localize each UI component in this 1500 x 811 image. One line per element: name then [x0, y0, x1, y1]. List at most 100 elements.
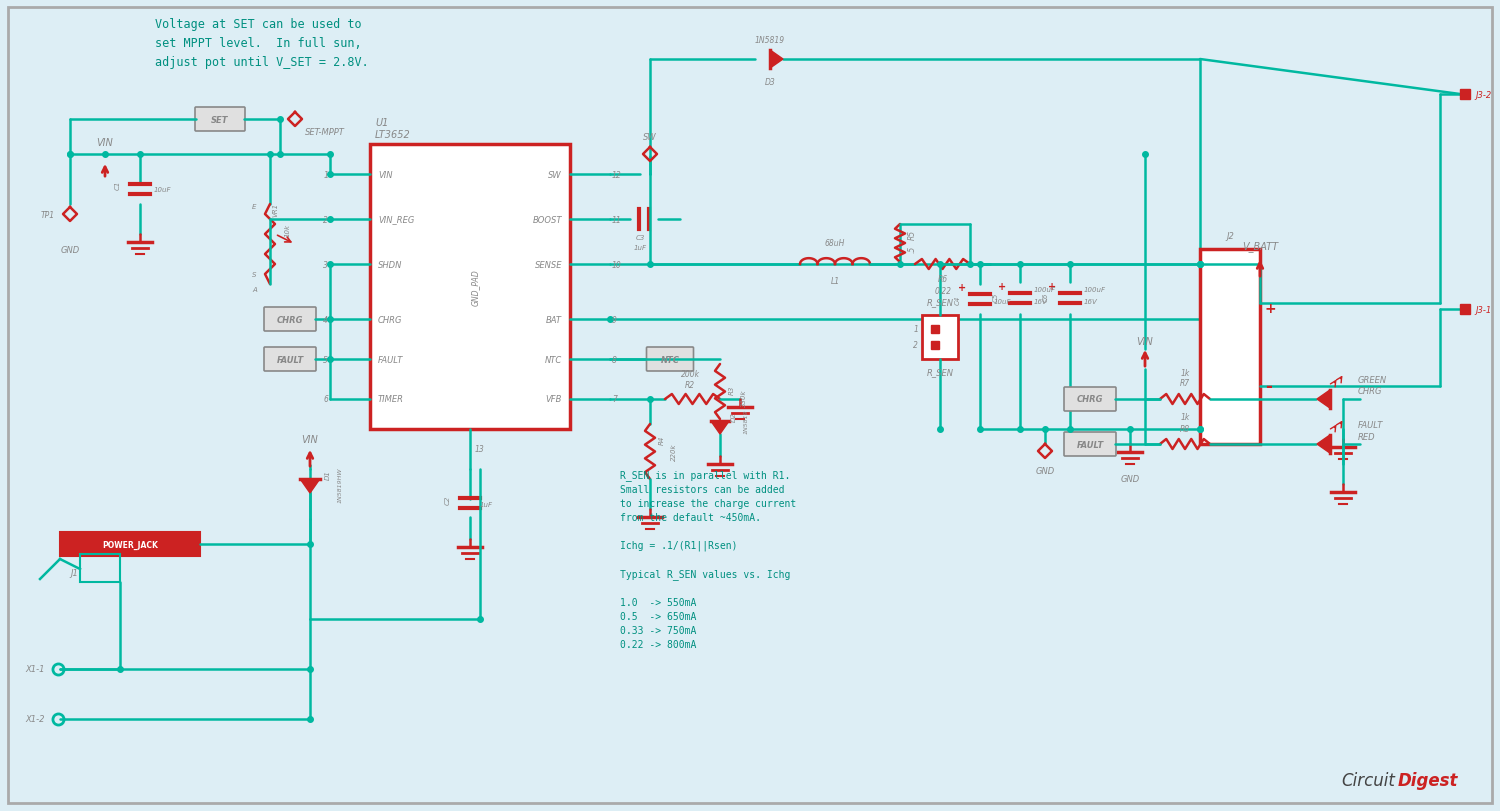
Text: 13: 13 [476, 445, 484, 454]
FancyBboxPatch shape [1064, 432, 1116, 457]
Text: BOOST: BOOST [532, 215, 562, 224]
Text: C1: C1 [116, 180, 122, 190]
Text: D1: D1 [326, 470, 332, 479]
Text: FAULT: FAULT [378, 355, 404, 364]
Polygon shape [300, 479, 320, 493]
Text: 100uF: 100uF [1034, 286, 1056, 293]
Text: +: + [1048, 281, 1056, 292]
Text: 7: 7 [612, 395, 616, 404]
Text: R6: R6 [938, 274, 948, 283]
Text: R_SEN: R_SEN [927, 298, 954, 307]
Text: VR1: VR1 [272, 203, 278, 217]
FancyBboxPatch shape [1064, 388, 1116, 411]
Text: 10: 10 [612, 260, 622, 269]
Text: 1: 1 [322, 170, 328, 179]
Text: GND_PAD: GND_PAD [471, 268, 480, 306]
Text: .5: .5 [908, 245, 916, 252]
Text: SHDN: SHDN [378, 260, 402, 269]
Text: S: S [252, 272, 257, 277]
Text: R5: R5 [908, 230, 916, 240]
Text: 68uH: 68uH [825, 238, 844, 247]
Text: Circuit: Circuit [1341, 771, 1395, 789]
Text: 200k: 200k [681, 369, 699, 378]
Text: C4: C4 [956, 295, 962, 304]
Polygon shape [711, 422, 729, 435]
Text: C2: C2 [446, 495, 452, 504]
Text: Voltage at SET can be used to
set MPPT level.  In full sun,
adjust pot until V_S: Voltage at SET can be used to set MPPT l… [154, 18, 369, 69]
Text: 16V: 16V [1084, 298, 1098, 305]
Text: 12: 12 [612, 170, 622, 179]
Text: 1N5819: 1N5819 [754, 36, 784, 45]
Text: LT3652: LT3652 [375, 130, 411, 139]
Text: RED: RED [1358, 432, 1376, 441]
Text: J3-1: J3-1 [1474, 305, 1491, 314]
Text: C5: C5 [993, 292, 999, 302]
Bar [922, 315, 958, 359]
Text: 330k: 330k [741, 388, 747, 406]
Text: U1: U1 [375, 118, 388, 128]
Text: 3: 3 [322, 260, 328, 269]
Text: 10k: 10k [285, 223, 291, 236]
Text: 6: 6 [322, 395, 328, 404]
Text: SET: SET [211, 115, 230, 124]
Text: 1N5819: 1N5819 [744, 410, 748, 434]
Text: R_SEN: R_SEN [927, 367, 954, 376]
Text: CHRG: CHRG [278, 315, 303, 324]
Text: L1: L1 [831, 277, 840, 285]
Text: NTC: NTC [544, 355, 562, 364]
Text: 0.22: 0.22 [934, 286, 951, 295]
Text: +: + [998, 281, 1006, 292]
Text: A: A [252, 286, 257, 293]
Text: Digest: Digest [1398, 771, 1458, 789]
Text: E: E [252, 204, 257, 210]
Text: GND: GND [60, 245, 80, 254]
Text: SENSE: SENSE [534, 260, 562, 269]
Text: VIN: VIN [378, 170, 393, 179]
Text: R3: R3 [729, 385, 735, 394]
Text: 10uF: 10uF [994, 298, 1011, 305]
Text: J1: J1 [70, 568, 78, 577]
Text: X1-2: X1-2 [26, 714, 45, 723]
Text: 100uF: 100uF [1084, 286, 1106, 293]
Text: X1-1: X1-1 [26, 665, 45, 674]
Text: CHRG: CHRG [378, 315, 402, 324]
Text: 1: 1 [914, 324, 918, 333]
Text: POWER_JACK: POWER_JACK [102, 540, 158, 549]
FancyBboxPatch shape [264, 348, 316, 371]
Text: CHRG: CHRG [1358, 387, 1383, 396]
Text: SET-MPPT: SET-MPPT [304, 127, 345, 136]
Bar [80, 554, 120, 582]
Text: 4: 4 [322, 315, 328, 324]
Text: GND: GND [1035, 467, 1054, 476]
Text: V_BATT: V_BATT [1242, 241, 1278, 252]
Text: GND: GND [1120, 475, 1140, 484]
Text: 1k: 1k [1180, 368, 1190, 377]
Bar [60, 532, 200, 556]
Text: 2: 2 [322, 215, 328, 224]
Text: TIMER: TIMER [378, 395, 404, 404]
Polygon shape [1317, 436, 1330, 453]
Text: FAULT: FAULT [1077, 440, 1104, 449]
Text: VIN: VIN [1137, 337, 1154, 346]
Text: 220k: 220k [670, 443, 676, 460]
Text: TP1: TP1 [40, 210, 56, 219]
Text: J3-2: J3-2 [1474, 90, 1491, 100]
Text: BAT: BAT [546, 315, 562, 324]
Text: -: - [1264, 377, 1272, 395]
Text: D2: D2 [730, 411, 736, 422]
Text: VIN_REG: VIN_REG [378, 215, 414, 224]
Text: 16V: 16V [1034, 298, 1047, 305]
Text: R4: R4 [658, 435, 664, 444]
Text: 1N5819HW: 1N5819HW [338, 466, 342, 502]
Text: FAULT: FAULT [1358, 420, 1383, 429]
Text: 2: 2 [914, 341, 918, 350]
Text: SW: SW [549, 170, 562, 179]
Text: 10uF: 10uF [154, 187, 171, 193]
Text: J2: J2 [1226, 231, 1234, 240]
Text: NTC: NTC [660, 355, 680, 364]
FancyBboxPatch shape [264, 307, 316, 332]
Text: 5: 5 [322, 355, 328, 364]
Text: 8: 8 [612, 355, 616, 364]
Bar [370, 145, 570, 430]
Text: D3: D3 [765, 77, 776, 87]
